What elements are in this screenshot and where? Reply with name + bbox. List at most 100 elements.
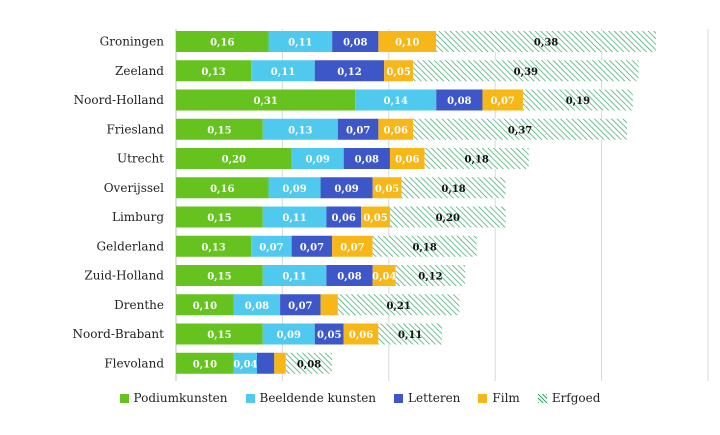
data-label: 0,08 (355, 155, 379, 166)
data-label: 0,14 (384, 96, 408, 107)
bar-segment (176, 89, 356, 111)
category-label: Overijssel (104, 181, 164, 195)
bar-segment (285, 352, 333, 374)
data-label: 0,06 (349, 330, 373, 341)
category-label: Utrecht (117, 152, 164, 166)
data-label: 0,19 (566, 96, 590, 107)
data-label: 0,11 (288, 38, 312, 49)
bar-segment (176, 206, 263, 228)
bar-segment (314, 60, 385, 82)
data-label: 0,10 (193, 359, 217, 370)
data-label: 0,10 (395, 38, 419, 49)
bar-segment (395, 265, 466, 286)
bar-segment (343, 323, 379, 345)
data-label: 0,08 (297, 359, 321, 370)
bar-segment (176, 60, 252, 82)
data-label: 0,18 (465, 155, 489, 166)
data-label: 0,38 (534, 38, 558, 49)
bar-segment (176, 265, 263, 286)
bar-segment (176, 118, 263, 140)
bar-segment (337, 294, 460, 316)
bar-segment (251, 60, 315, 82)
data-label: 0,13 (288, 125, 312, 136)
data-label: 0,15 (207, 125, 231, 136)
bar-segment (291, 148, 344, 169)
data-label: 0,20 (436, 213, 460, 224)
data-label: 0,18 (412, 242, 436, 253)
data-label: 0,04 (233, 359, 257, 370)
data-label: 0,12 (337, 67, 361, 78)
bar-segment (268, 31, 333, 52)
legend-swatch (394, 393, 404, 403)
data-label: 0,13 (201, 67, 225, 78)
bar-segment (413, 118, 628, 140)
bar-segment (389, 148, 425, 169)
data-label: 0,16 (210, 38, 234, 49)
data-label: 0,09 (282, 184, 306, 195)
bar-segment (378, 31, 437, 52)
bar-segment (401, 177, 506, 199)
bar-segment (233, 294, 281, 316)
category-label: Noord-Holland (74, 93, 165, 107)
category-label: Flevoland (104, 356, 164, 370)
data-label: 0,21 (386, 301, 410, 312)
bar-segment (262, 323, 315, 345)
legend-swatch (478, 393, 488, 403)
legend-swatch (537, 393, 547, 403)
data-label: 0,11 (282, 213, 306, 224)
legend-label: Podiumkunsten (133, 391, 228, 405)
legend-swatch (119, 393, 129, 403)
bar-segment (378, 118, 414, 140)
category-label: Drenthe (114, 298, 164, 312)
data-label: 0,07 (288, 301, 312, 312)
bar-segment (361, 206, 390, 228)
bar-segment (176, 148, 292, 169)
data-label: 0,05 (317, 330, 341, 341)
data-label: 0,31 (253, 96, 277, 107)
legend: Podiumkunsten Beeldende kunsten Letteren Fi… (0, 388, 720, 408)
bar-segment (343, 148, 390, 169)
data-label: 0,07 (340, 242, 364, 253)
data-label: 0,07 (346, 125, 370, 136)
bar-segment (326, 206, 362, 228)
data-label: 0,08 (343, 38, 367, 49)
bar-segment (320, 294, 338, 316)
bar-segment (424, 148, 529, 169)
bar-segment (482, 89, 523, 111)
bar-segment (274, 352, 286, 374)
data-label: 0,04 (372, 272, 396, 283)
data-label: 0,09 (305, 155, 329, 166)
data-label: 0,10 (193, 301, 217, 312)
bar-segment (176, 177, 269, 199)
data-label: 0,15 (207, 272, 231, 283)
data-label: 0,05 (375, 184, 399, 195)
data-label: 0,15 (207, 213, 231, 224)
data-label: 0,07 (491, 96, 515, 107)
bars: 0,16 0,11 0,08 0,10 0,38 0,13 0,11 0,12 0,05 0,39… (176, 31, 656, 374)
bar-segment (413, 60, 639, 82)
legend-label: Film (492, 391, 520, 405)
bar-segment (176, 294, 234, 316)
bar-segment (326, 265, 373, 286)
category-label: Noord-Brabant (72, 327, 164, 341)
legend-swatch (245, 393, 255, 403)
bar-segment (384, 60, 414, 82)
legend-label: Erfgoed (551, 391, 601, 405)
bar-segment (176, 352, 234, 374)
data-label: 0,08 (337, 272, 361, 283)
data-label: 0,11 (398, 330, 422, 341)
data-label: 0,18 (441, 184, 465, 195)
data-label: 0,06 (332, 213, 356, 224)
data-label: 0,11 (271, 67, 295, 78)
bar-segment (262, 265, 327, 286)
bar-segment (233, 352, 257, 374)
data-label: 0,05 (363, 213, 387, 224)
data-label: 0,15 (207, 330, 231, 341)
data-label: 0,20 (222, 155, 246, 166)
bar-segment (176, 323, 263, 345)
bar-segment (256, 352, 275, 374)
data-label: 0,11 (282, 272, 306, 283)
bar-segment (176, 235, 252, 257)
category-label: Friesland (106, 122, 164, 136)
bar-segment (436, 89, 483, 111)
